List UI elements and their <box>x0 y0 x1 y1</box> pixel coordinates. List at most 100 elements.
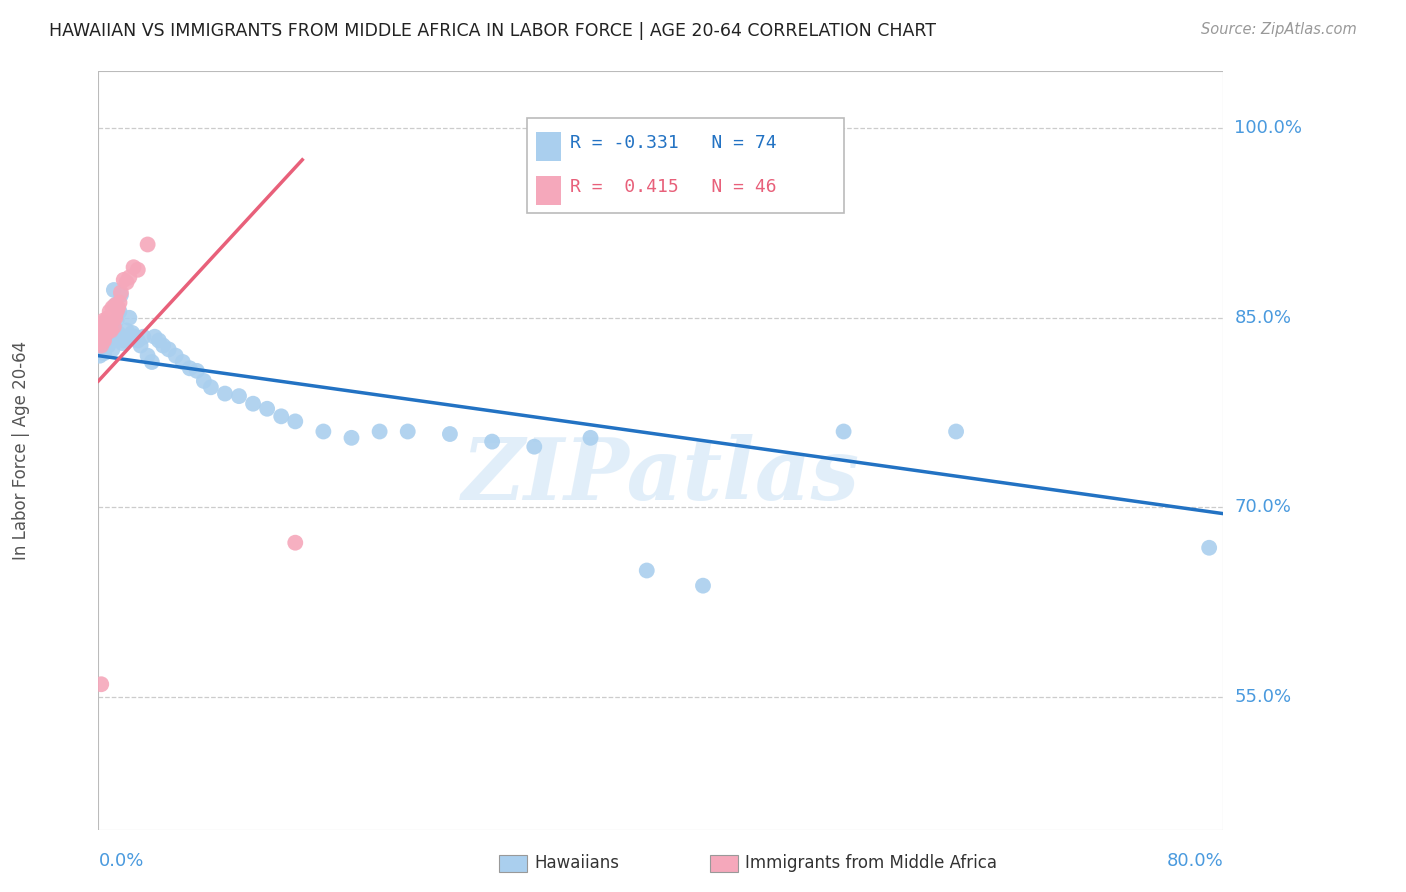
Point <box>165 349 187 363</box>
Point <box>136 237 159 252</box>
Text: R = -0.331   N = 74: R = -0.331 N = 74 <box>569 134 776 152</box>
Text: 85.0%: 85.0% <box>1234 309 1292 326</box>
Text: 80.0%: 80.0% <box>1167 853 1223 871</box>
Point <box>152 338 174 352</box>
Point <box>91 326 114 340</box>
Point <box>89 336 111 351</box>
Point <box>692 579 714 593</box>
Point <box>89 336 111 351</box>
Point <box>101 301 124 315</box>
Point <box>94 326 117 340</box>
Point <box>98 326 121 340</box>
Point <box>96 334 118 348</box>
Point <box>91 338 114 352</box>
Point <box>523 440 546 454</box>
Point <box>112 273 135 287</box>
Text: Source: ZipAtlas.com: Source: ZipAtlas.com <box>1201 22 1357 37</box>
Point <box>105 304 128 318</box>
Point <box>103 283 125 297</box>
Point <box>132 330 155 344</box>
Point <box>100 310 122 325</box>
Point <box>108 304 131 318</box>
FancyBboxPatch shape <box>527 118 844 213</box>
Point <box>98 317 121 331</box>
Bar <box>499 855 527 872</box>
Text: In Labor Force | Age 20-64: In Labor Force | Age 20-64 <box>13 341 30 560</box>
Point <box>93 319 115 334</box>
Point <box>124 330 146 344</box>
Point <box>179 361 201 376</box>
Point <box>284 414 307 428</box>
Point <box>90 330 112 344</box>
Point <box>127 262 149 277</box>
Bar <box>710 855 738 872</box>
Point <box>157 343 180 357</box>
Point <box>111 336 134 351</box>
Point <box>94 326 117 340</box>
Text: Hawaiians: Hawaiians <box>534 855 619 872</box>
Point <box>89 323 111 337</box>
Point <box>93 313 115 327</box>
Point <box>110 285 132 300</box>
Point <box>97 338 120 352</box>
Point <box>90 338 112 352</box>
Point <box>93 326 115 340</box>
Point <box>94 338 117 352</box>
Point <box>110 288 132 302</box>
Point <box>481 434 503 449</box>
Point <box>762 146 785 161</box>
Point <box>101 343 124 357</box>
Text: 55.0%: 55.0% <box>1234 688 1292 706</box>
Point <box>396 425 419 439</box>
Point <box>945 425 967 439</box>
Point <box>96 319 118 334</box>
Point <box>118 310 141 325</box>
Point <box>98 313 121 327</box>
Text: Immigrants from Middle Africa: Immigrants from Middle Africa <box>745 855 997 872</box>
Point <box>636 564 658 578</box>
Point <box>100 319 122 334</box>
Point <box>98 304 121 318</box>
Point <box>439 427 461 442</box>
Point <box>94 323 117 337</box>
Point <box>121 326 143 340</box>
Point <box>91 317 114 331</box>
Point <box>228 389 250 403</box>
Point <box>100 334 122 348</box>
Text: 0.0%: 0.0% <box>98 853 143 871</box>
Point <box>115 276 138 290</box>
Point <box>94 323 117 337</box>
Point <box>97 323 120 337</box>
Point <box>96 326 118 340</box>
Point <box>90 323 112 337</box>
Point <box>104 298 127 312</box>
Point <box>91 319 114 334</box>
Point <box>104 310 127 325</box>
Point <box>93 316 115 330</box>
Point <box>96 313 118 327</box>
Point <box>104 298 127 312</box>
Point <box>101 328 124 343</box>
Point <box>1198 541 1220 555</box>
Point <box>107 301 129 315</box>
Point <box>284 535 307 549</box>
Point <box>90 343 112 357</box>
Point <box>93 346 115 360</box>
Point <box>115 323 138 337</box>
Point <box>101 313 124 327</box>
Point <box>91 326 114 340</box>
Point <box>105 313 128 327</box>
Point <box>91 334 114 348</box>
Point <box>143 330 166 344</box>
Point <box>312 425 335 439</box>
Point <box>96 319 118 334</box>
Point <box>256 401 278 416</box>
Point <box>107 326 129 340</box>
Point <box>200 380 222 394</box>
FancyBboxPatch shape <box>536 132 561 161</box>
Point <box>97 319 120 334</box>
Text: 100.0%: 100.0% <box>1234 120 1302 137</box>
Point <box>832 425 855 439</box>
Point <box>148 334 170 348</box>
Point <box>129 338 152 352</box>
